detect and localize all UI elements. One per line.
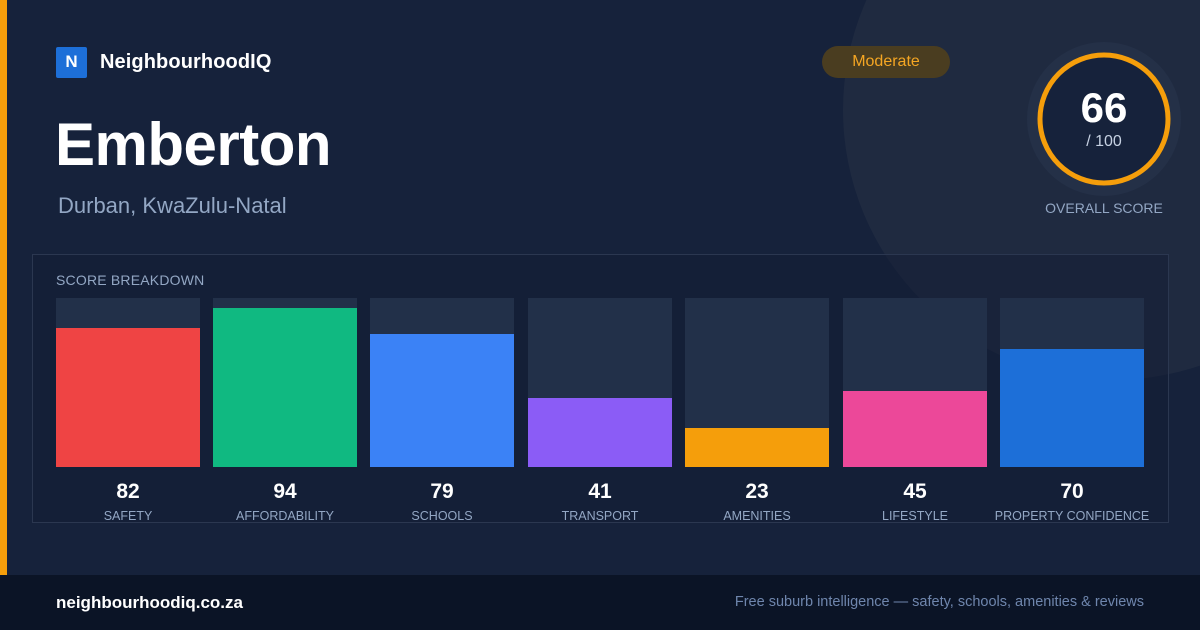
score-bar-label: PROPERTY CONFIDENCE: [994, 509, 1150, 523]
score-bar-property-confidence: 70 PROPERTY CONFIDENCE: [995, 298, 1149, 523]
score-bar-label: TRANSPORT: [561, 509, 639, 523]
suburb-location: Durban, KwaZulu-Natal: [58, 193, 287, 218]
brand-name: NeighbourhoodIQ: [100, 50, 272, 73]
score-bar-value: 41: [588, 480, 612, 503]
score-bar-value: 70: [1060, 480, 1084, 503]
score-bar-track: [1000, 298, 1144, 467]
footer-tagline: Free suburb intelligence — safety, schoo…: [734, 594, 1144, 610]
score-bar-value: 94: [273, 480, 297, 503]
score-bar-track: [213, 298, 357, 467]
rating-badge: Moderate: [822, 46, 950, 78]
score-bar-label: LIFESTYLE: [882, 509, 948, 523]
accent-bar: [0, 0, 7, 575]
score-breakdown-panel: SCORE BREAKDOWN 82 SAFETY 94 AFFORDABILITY 7…: [32, 254, 1169, 523]
score-bar-fill: [685, 428, 829, 467]
score-bar-track: [370, 298, 514, 467]
score-bar-label: SCHOOLS: [411, 509, 473, 523]
score-bar-amenities: 23 AMENITIES: [685, 298, 829, 523]
overall-score-label: OVERALL SCORE: [1045, 200, 1163, 216]
score-breakdown-title: SCORE BREAKDOWN: [56, 272, 205, 288]
score-bar-track: [528, 298, 672, 467]
share-card: N NeighbourhoodIQ Emberton Durban, KwaZu…: [0, 0, 1181, 575]
footer-url-link[interactable]: neighbourhoodiq.co.za: [56, 593, 243, 612]
score-bar-schools: 79 SCHOOLS: [370, 298, 514, 523]
score-bar-fill: [370, 333, 514, 467]
score-bar-label: AFFORDABILITY: [236, 509, 334, 523]
score-ring-graphic: [1027, 42, 1181, 196]
score-bar-safety: 82 SAFETY: [56, 298, 200, 523]
score-ring-progress: [1037, 52, 1171, 186]
score-bar-fill: [1000, 348, 1144, 467]
score-bar-value: 79: [430, 480, 454, 503]
suburb-title: Emberton: [55, 111, 332, 178]
score-bar-fill: [213, 308, 357, 467]
score-bar-fill: [843, 390, 987, 467]
score-bar-value: 45: [903, 480, 927, 503]
rating-badge-label: Moderate: [852, 53, 920, 70]
score-bar-value: 23: [745, 480, 769, 503]
brand-logo-icon: N: [56, 46, 87, 78]
score-bar-label: SAFETY: [103, 509, 153, 523]
score-bar-track: [843, 298, 987, 467]
footer: neighbourhoodiq.co.za Free suburb intell…: [0, 575, 1200, 630]
score-bar-track: [56, 298, 200, 467]
overall-score-max: / 100: [1086, 133, 1122, 150]
overall-score-ring: 66 / 100: [1027, 42, 1181, 196]
score-bar-label: AMENITIES: [723, 509, 791, 523]
score-bar-track: [685, 298, 829, 467]
score-bar-transport: 41 TRANSPORT: [528, 298, 672, 523]
score-bar-fill: [528, 397, 672, 467]
score-bar-value: 82: [116, 480, 140, 503]
overall-score-value: 66: [1080, 84, 1128, 131]
score-bar-lifestyle: 45 LIFESTYLE: [843, 298, 987, 523]
score-bar-affordability: 94 AFFORDABILITY: [213, 298, 357, 523]
score-bar-fill: [56, 328, 200, 467]
brand[interactable]: N NeighbourhoodIQ: [56, 46, 271, 78]
